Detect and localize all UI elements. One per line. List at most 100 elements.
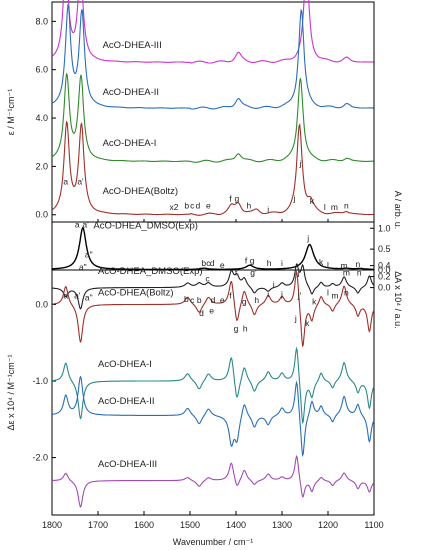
panel-frame-ir_calc (51, 1, 375, 223)
peak-label: a" (79, 262, 87, 272)
series-line-exp-ir (52, 226, 374, 271)
series-label-exp-ir: AcO-DHEA_DMSO(Exp) (93, 220, 198, 231)
peak-label: j' (297, 267, 302, 277)
peak-label: d (211, 295, 216, 305)
peak-label: n (357, 267, 362, 277)
x-axis-label: Wavenumber / cm⁻¹ (173, 537, 253, 547)
y-tick-label: 2.0 (35, 161, 48, 171)
peak-label: f (229, 193, 232, 203)
y-tick-label: -2.0 (32, 453, 48, 463)
peak-label: k (305, 318, 310, 328)
peak-label: e (206, 201, 211, 211)
peak-label: i (267, 204, 269, 214)
right-y-tick-label: 0.0 (378, 283, 391, 293)
y-tick-label: 4.0 (35, 113, 48, 123)
scale-note: x2 (170, 202, 179, 212)
x-tick-label: 1700 (88, 520, 108, 530)
peak-label: m (331, 202, 338, 212)
peak-label: m (331, 290, 338, 300)
peak-label: k (312, 296, 317, 306)
peak-label: g' (250, 267, 257, 277)
peak-label: b (184, 201, 189, 211)
peak-label: l (327, 287, 329, 297)
peak-label: m (341, 260, 348, 270)
peak-label: h (267, 258, 272, 268)
peak-label: n (356, 259, 361, 269)
peak-label: h (247, 201, 252, 211)
peak-label: e (220, 260, 225, 270)
vcd-line-aco-dhea-boltz- (51, 269, 375, 348)
peak-label: a (63, 177, 68, 187)
peak-label: k (310, 196, 315, 206)
peak-label: e (220, 295, 225, 305)
peak-label: i (281, 258, 283, 268)
x-tick-label: 1100 (364, 520, 383, 530)
peak-label: e (209, 306, 214, 316)
peak-label: a' (82, 219, 89, 229)
right-y-tick-label: 0.4 (378, 261, 391, 271)
peak-label: i (267, 289, 269, 299)
y-axis-label: ε / M⁻¹cm⁻¹ (6, 89, 16, 136)
right-y-tick-label: 0.0 (378, 265, 391, 275)
series-line-aco-dhea-iii (51, 0, 374, 64)
x-tick-label: 1600 (134, 520, 154, 530)
x-tick-label: 1400 (226, 520, 246, 530)
right-y-tick-label: 1.0 (378, 223, 391, 233)
peak-label: j (292, 193, 295, 203)
vcd-line-aco-dhea-dmso-exp- (52, 263, 375, 310)
peak-label: g (250, 256, 255, 266)
peak-label: j (306, 233, 309, 243)
peak-label: d (210, 258, 215, 268)
vcd-line-aco-dhea-ii (51, 375, 375, 457)
peak-label: b (201, 258, 206, 268)
peak-label: l (324, 202, 326, 212)
peak-label: c (190, 295, 195, 305)
peak-label: f (229, 290, 232, 300)
series-line-aco-dhea-ii (51, 3, 374, 110)
y-tick-label: 6.0 (35, 65, 48, 75)
y-axis-label: Δε x 10⁴ / M⁻¹cm⁻¹ (6, 355, 16, 431)
peak-label: g (234, 323, 239, 333)
x-tick-label: 1200 (318, 520, 338, 530)
peak-label: m (343, 267, 350, 277)
x-tick-label: 1500 (180, 520, 200, 530)
right-y-axis-label: ΔA x 10⁴ / a.u. (393, 271, 403, 328)
vcd-label-aco-dhea-i: AcO-DHEA-I (98, 359, 152, 370)
vcd-label-aco-dhea-ii: AcO-DHEA-II (98, 396, 154, 407)
peak-label: n (344, 287, 349, 297)
vcd-line-aco-dhea-i (52, 346, 375, 424)
peak-label: j (294, 313, 297, 323)
peak-label: c (190, 201, 195, 211)
peak-label: a' (74, 290, 81, 300)
series-label-aco-dhea-iii: AcO-DHEA-III (103, 40, 162, 51)
series-label-aco-dhea-i: AcO-DHEA-I (103, 138, 157, 149)
right-y-tick-label: 0.2 (378, 272, 391, 282)
peak-label: h (254, 295, 259, 305)
peak-label: b (184, 294, 189, 304)
peak-label: k (319, 257, 324, 267)
right-y-axis-label: A / arb. u. (393, 191, 403, 230)
peak-label: b (197, 295, 202, 305)
series-label-aco-dhea-boltz-: AcO-DHEA(Boltz) (103, 186, 178, 197)
peak-label: n (344, 201, 349, 211)
peak-label: j (280, 289, 283, 299)
peak-label: f (245, 256, 248, 266)
x-tick-label: 1800 (42, 520, 62, 530)
peak-label: d (195, 201, 200, 211)
vcd-label-aco-dhea-boltz-: AcO-DHEA(Boltz) (98, 287, 173, 298)
peak-label: a (63, 290, 68, 300)
series-line-aco-dhea-boltz- (51, 120, 374, 216)
y-tick-label: 0.0 (35, 210, 48, 220)
right-y-tick-label: 0.5 (378, 244, 391, 254)
peak-label: l (327, 260, 329, 270)
vcd-label-aco-dhea-iii: AcO-DHEA-III (98, 459, 157, 470)
y-tick-label: 8.0 (35, 16, 48, 26)
peak-label: d (199, 308, 204, 318)
peak-label: f (235, 267, 238, 277)
y-tick-label: 0.0 (35, 299, 48, 309)
peak-label: j' (299, 158, 304, 168)
vcd-label-aco-dhea-dmso-exp-: AcO-DHEA_DMSO(Exp) (98, 266, 203, 277)
peak-label: i (273, 280, 275, 290)
peak-label: a" (85, 293, 93, 303)
peak-label: g (242, 296, 247, 306)
